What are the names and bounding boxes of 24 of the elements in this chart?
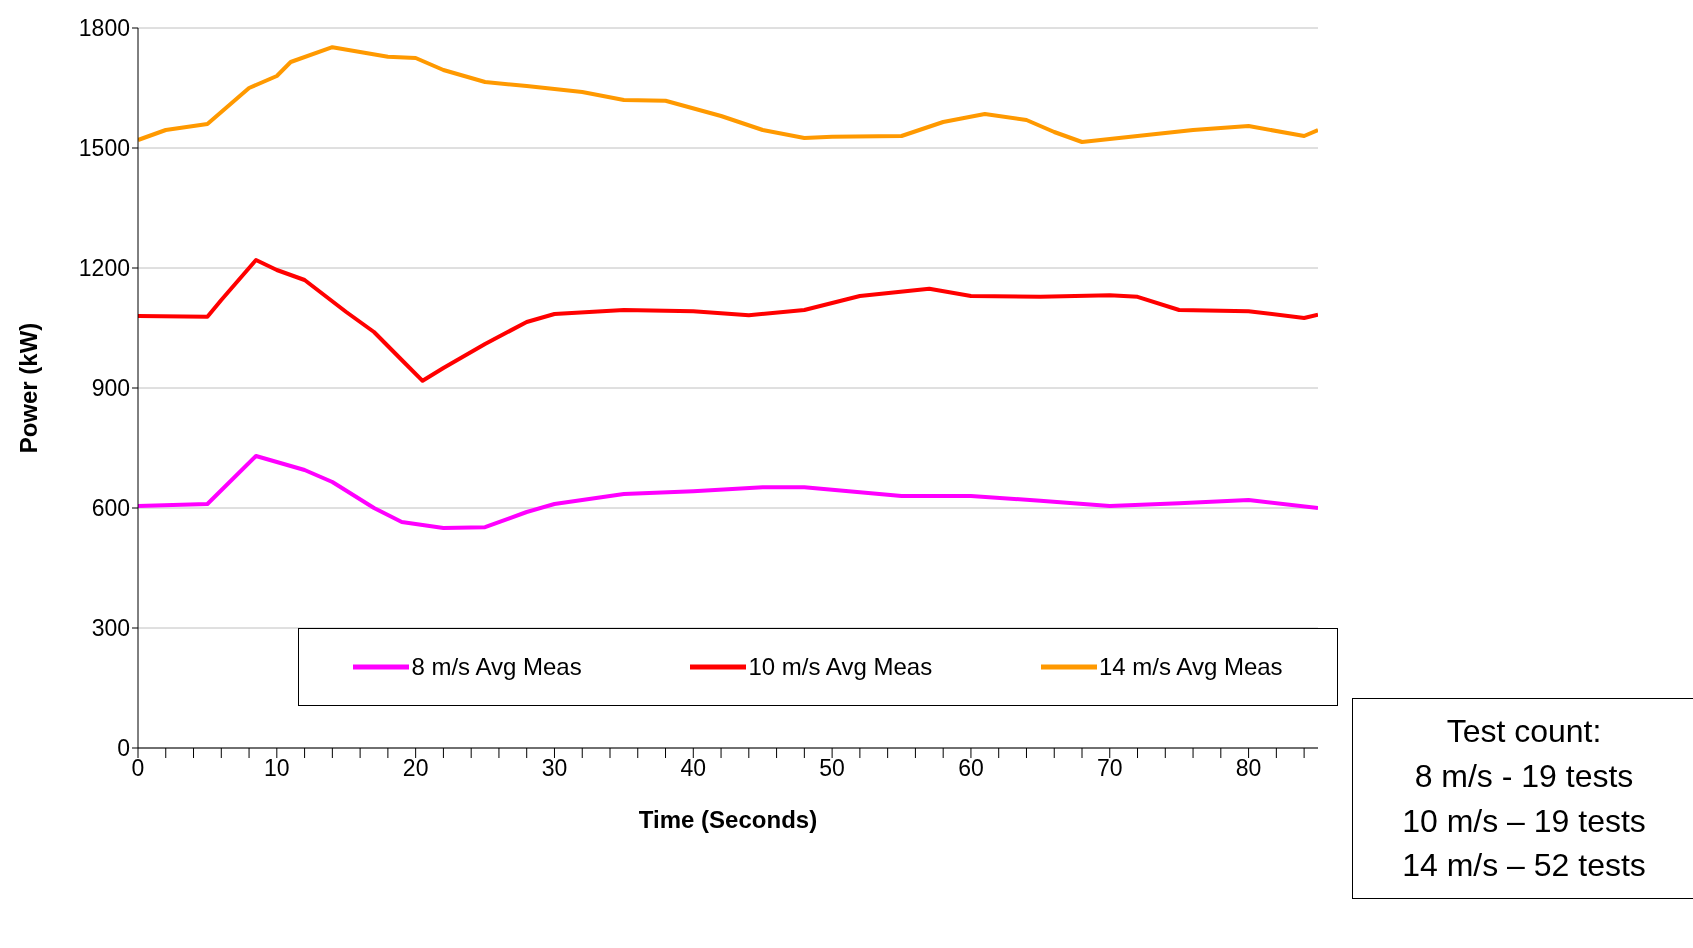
text: Test count: 8 m/s - 19 tests 10 m/s – 19 tests 14 m/s – 52 tests [1352,698,1693,900]
line-series [138,258,1318,383]
x-tick-label: 30 [541,755,568,782]
x-tick-label: 20 [402,755,429,782]
y-tick-label: 1800 [78,15,130,42]
x-tick-label: 80 [1235,755,1262,782]
y-tick-label: 0 [117,735,130,762]
y-tick-label: 1200 [78,255,130,282]
x-tick-label: 50 [819,755,845,782]
x-tick-label: 10 [264,755,290,782]
line-series [138,454,1318,530]
line-series [138,45,1318,144]
x-axis-title: Time (Seconds) [638,806,818,833]
y-tick-label: 1500 [78,135,130,162]
legend-label: 8 m/s Avg Meas [411,653,582,681]
y-tick-label: 600 [91,495,130,522]
y-tick-label: 300 [91,615,130,642]
x-tick-label: 40 [680,755,707,782]
legend-label: 14 m/s Avg Meas [1098,653,1283,681]
y-tick-label: 900 [91,375,130,402]
x-tick-label: 70 [1096,755,1123,782]
legend-label: 10 m/s Avg Meas [748,653,933,681]
y-axis-title: Power (kW) [14,322,42,454]
x-tick-label: 60 [958,755,984,782]
